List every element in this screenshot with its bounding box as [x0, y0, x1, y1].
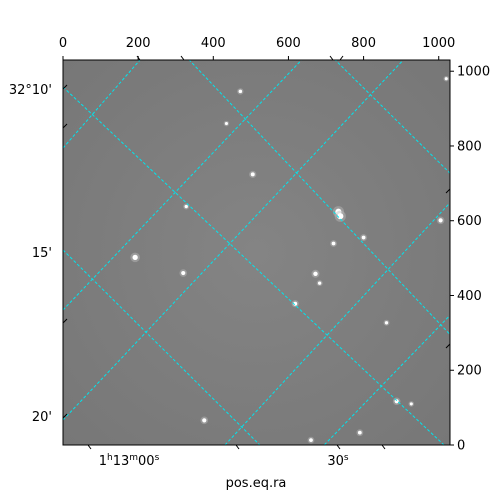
grid-line: [63, 86, 445, 445]
star: [337, 213, 344, 220]
ra-tick-mark: [180, 55, 185, 61]
right-tick-label: 800: [457, 139, 482, 154]
ra-axis-labels: 1h13m00s 30s: [99, 453, 349, 469]
star: [384, 321, 389, 325]
star: [409, 402, 413, 406]
grid-line: [63, 60, 404, 421]
star: [394, 399, 399, 404]
top-tick-label: 1000: [422, 36, 455, 51]
star: [224, 121, 229, 126]
grid-line: [224, 202, 450, 445]
star: [361, 235, 366, 240]
ra-tick-mark: [445, 188, 451, 194]
plot-area: [62, 59, 451, 446]
top-tick-label: 200: [126, 36, 151, 51]
dec-label-15m: 15': [32, 246, 52, 261]
ra-tick-mark: [381, 444, 386, 450]
star: [250, 172, 255, 177]
star: [202, 418, 207, 423]
star: [331, 241, 336, 246]
star: [444, 77, 448, 81]
star: [438, 218, 443, 223]
top-tick-label: 0: [59, 36, 67, 51]
star: [184, 204, 188, 209]
star: [309, 438, 313, 443]
ra-tick-mark: [445, 343, 451, 349]
ra-tick-mark: [62, 123, 68, 129]
ra-tick-mark: [329, 55, 334, 61]
right-tick-label: 1000: [457, 65, 490, 80]
star: [317, 281, 322, 285]
grid-line: [188, 60, 450, 336]
ra-tick-mark: [62, 318, 68, 324]
ra-tick-mark: [62, 413, 68, 419]
right-tick-label: 0: [457, 439, 465, 454]
ra-tick-mark: [336, 444, 341, 450]
right-tick-label: 400: [457, 289, 482, 304]
right-pixel-axis: 0 200 400 600 800 1000: [450, 65, 490, 454]
ra-tick-mark: [339, 55, 344, 61]
top-pixel-axis: 0 200 400 600 800 1000: [59, 36, 455, 60]
plot-frame: [62, 59, 451, 446]
right-tick-label: 200: [457, 364, 482, 379]
image-background: [63, 60, 450, 445]
dec-axis-labels: 32°10' 15' 20': [9, 83, 52, 425]
star: [132, 254, 138, 261]
ra-tick-mark: [62, 84, 68, 90]
top-tick-label: 800: [351, 36, 376, 51]
x-axis-title: pos.eq.ra: [226, 476, 287, 491]
top-tick-label: 400: [201, 36, 226, 51]
right-tick-label: 600: [457, 214, 482, 229]
star: [313, 271, 318, 277]
grid-line: [334, 60, 450, 174]
ra-tick-mark: [136, 55, 141, 61]
ra-tick-mark: [235, 444, 240, 450]
dec-label-20m: 20': [32, 410, 52, 425]
star-field: [130, 75, 450, 444]
star: [238, 89, 243, 94]
star: [357, 430, 362, 435]
grid-line: [63, 60, 303, 311]
dec-label-32d10m: 32°10': [9, 83, 52, 98]
grid-line: [63, 60, 141, 149]
world-ticks: [62, 55, 451, 450]
coordinate-grid: [63, 60, 450, 445]
star: [181, 270, 186, 276]
ra-tick-mark: [87, 444, 92, 450]
ra-label-30s: 30s: [327, 453, 349, 469]
ra-label-1h13m00s: 1h13m00s: [99, 453, 160, 469]
top-tick-label: 600: [276, 36, 301, 51]
grid-line: [323, 314, 450, 445]
